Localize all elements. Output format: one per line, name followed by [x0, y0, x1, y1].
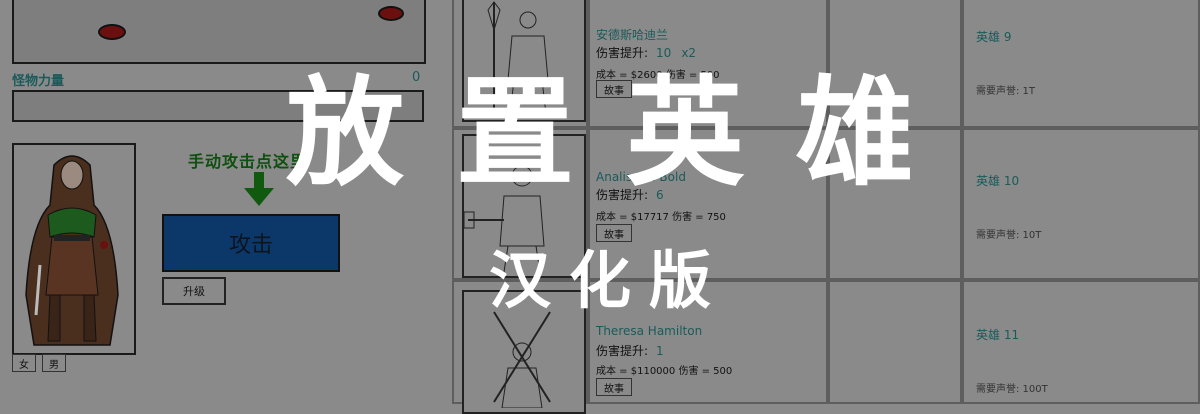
overlay-title: 放置英雄 [285, 64, 966, 202]
cost-damage-line: 成本 = $110000 伤害 = 500 [596, 366, 733, 377]
story-button[interactable]: 故事 [596, 378, 632, 396]
reputation-requirement: 需要声誉: 10T [976, 230, 1042, 241]
cost-damage-line: 成本 = $2600 伤害 = 500 [596, 70, 720, 81]
cost-damage-line: 成本 = $17717 伤害 = 750 [596, 212, 726, 223]
hero-name[interactable]: 安德斯哈迪兰 [596, 28, 669, 42]
female-button[interactable]: 女 [12, 354, 36, 372]
upgrade-button[interactable]: 升级 [162, 277, 226, 305]
monster-power-bar [12, 90, 424, 122]
knight-image [487, 1, 549, 116]
warrior-woman-image [25, 155, 119, 346]
locked-hero-name: 英雄 9 [976, 30, 1012, 44]
overlay-subtitle: 汉化版 [488, 244, 729, 317]
reputation-requirement: 需要声誉: 100T [976, 384, 1048, 395]
hero-row: Analis the Bold 伤害提升: 6 成本 = $17717 伤害 = … [452, 128, 1200, 280]
hero-image [462, 134, 586, 278]
hero-portrait [12, 143, 136, 355]
damage-boost: 伤害提升: 1 [596, 344, 664, 358]
male-button[interactable]: 男 [42, 354, 66, 372]
arrow-down-icon [244, 172, 274, 206]
locked-hero-name: 英雄 10 [976, 174, 1020, 188]
manual-attack-hint: 手动攻击点这里 [188, 152, 308, 171]
damage-boost: 伤害提升: 6 [596, 188, 664, 202]
hero-image [462, 0, 586, 122]
hero-name[interactable]: Analis the Bold [596, 170, 686, 184]
hero-row: 安德斯哈迪兰 伤害提升: 10 x2 成本 = $2600 伤害 = 500 故事 … [452, 0, 1200, 128]
blood-splat [378, 6, 404, 21]
story-button[interactable]: 故事 [596, 224, 632, 242]
attack-button[interactable]: 攻击 [162, 214, 340, 272]
damage-boost: 伤害提升: 10 x2 [596, 46, 697, 60]
monster-power-value: 0 [412, 70, 421, 85]
locked-hero-name: 英雄 11 [976, 328, 1020, 342]
monster-area[interactable] [12, 0, 426, 64]
reputation-requirement: 需要声誉: 1T [976, 86, 1036, 97]
story-button[interactable]: 故事 [596, 80, 632, 98]
warrior-image [463, 165, 545, 273]
hero-name[interactable]: Theresa Hamilton [596, 324, 703, 338]
blood-splat [98, 24, 126, 40]
monster-power-label: 怪物力量 [12, 74, 65, 89]
